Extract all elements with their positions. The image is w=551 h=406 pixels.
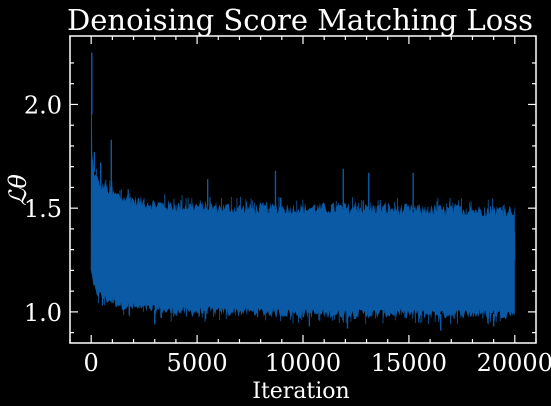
plot-area	[90, 50, 516, 331]
x-tick-label: 0	[84, 349, 99, 377]
y-tick-label: 1.0	[24, 299, 62, 327]
plot-frame	[69, 35, 537, 344]
x-tick-label: 20000	[477, 349, 551, 377]
ticks: 0 5000 10000 15000 20000 1.0 1.5 2.0	[24, 36, 551, 377]
chart-title: Denoising Score Matching Loss	[67, 3, 533, 37]
x-tick-label: 10000	[265, 349, 341, 377]
x-tick-label: 5000	[167, 349, 228, 377]
y-axis-label: ℒθ	[4, 174, 32, 206]
y-tick-label: 2.0	[24, 91, 62, 119]
x-tick-label: 15000	[371, 349, 447, 377]
y-tick-label: 1.5	[24, 195, 62, 223]
loss-line	[90, 90, 516, 325]
x-axis-label: Iteration	[252, 379, 349, 404]
